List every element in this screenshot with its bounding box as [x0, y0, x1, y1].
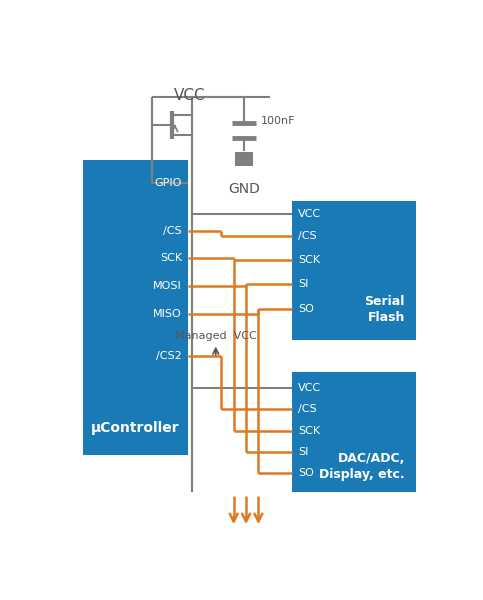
FancyBboxPatch shape: [293, 372, 416, 493]
Text: VCC: VCC: [298, 383, 321, 393]
Text: GPIO: GPIO: [155, 178, 182, 188]
Text: 100nF: 100nF: [261, 116, 295, 125]
Text: /CS: /CS: [298, 404, 317, 414]
Text: VCC: VCC: [174, 88, 205, 103]
Text: Managed  VCC: Managed VCC: [175, 331, 256, 341]
Text: μController: μController: [91, 421, 180, 434]
Text: /CS: /CS: [298, 231, 317, 241]
Text: VCC: VCC: [298, 209, 321, 219]
Text: SO: SO: [298, 468, 314, 478]
Text: MISO: MISO: [153, 308, 182, 319]
Text: SI: SI: [298, 279, 309, 289]
Text: Serial
Flash: Serial Flash: [364, 295, 405, 324]
FancyBboxPatch shape: [293, 202, 416, 340]
Text: /CS: /CS: [163, 226, 182, 236]
Text: SO: SO: [298, 304, 314, 314]
FancyBboxPatch shape: [235, 152, 253, 166]
Text: SCK: SCK: [298, 255, 320, 265]
Text: MOSI: MOSI: [153, 281, 182, 291]
Text: /CS2: /CS2: [156, 351, 182, 361]
Text: SCK: SCK: [160, 253, 182, 263]
Text: SI: SI: [298, 447, 309, 457]
Text: SCK: SCK: [298, 425, 320, 436]
Text: GND: GND: [228, 182, 260, 196]
Text: DAC/ADC,
Display, etc.: DAC/ADC, Display, etc.: [319, 452, 405, 481]
FancyBboxPatch shape: [83, 160, 187, 455]
